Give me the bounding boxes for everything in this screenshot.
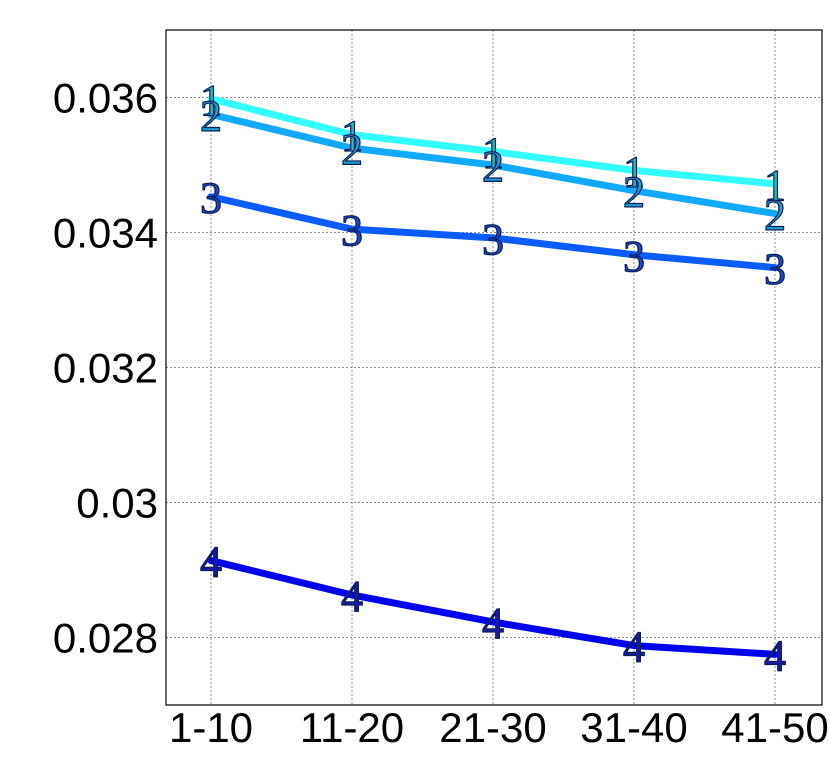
x-tick-label: 41-50 (721, 704, 828, 751)
series-1-point-marker: 1 (764, 161, 786, 210)
x-tick-label: 1-10 (169, 704, 253, 751)
series-4-point-marker: 4 (764, 631, 786, 680)
series-3-point-marker: 3 (482, 215, 504, 264)
series-2-point-marker: 2 (764, 191, 786, 240)
y-tick-label: 0.032 (53, 345, 158, 392)
series-3-point-marker: 3 (341, 206, 363, 255)
y-tick-label: 0.034 (53, 210, 158, 257)
series-2-line (207, 110, 779, 218)
grid (166, 30, 822, 705)
x-axis-tick-labels: 1-10 11-20 21-30 31-40 41-50 (169, 704, 829, 751)
y-axis-tick-labels: 0.028 0.03 0.032 0.034 0.036 (53, 75, 158, 662)
series-4-line (207, 557, 779, 658)
y-tick-label: 0.03 (76, 480, 158, 527)
series-4-point-marker: 4 (341, 572, 363, 621)
series-1-point-marker: 1 (341, 112, 363, 161)
plot-area-frame (165, 29, 823, 706)
series-1-point-marker: 1 (482, 129, 504, 178)
series-2-point-marker: 2 (482, 142, 504, 191)
series-3-point-marker: 3 (623, 232, 645, 281)
series-2-point-marker: 2 (341, 125, 363, 174)
series-3-point-marker: 3 (764, 245, 786, 294)
series-4-point-marker: 4 (200, 538, 222, 587)
series-2-point-marker: 2 (623, 168, 645, 217)
series-4-point-marker: 4 (623, 623, 645, 672)
series-2-point-marker: 2 (200, 91, 222, 140)
series-1-point-marker: 1 (623, 147, 645, 196)
y-tick-label: 0.028 (53, 615, 158, 662)
x-tick-label: 21-30 (439, 704, 546, 751)
series-3-point-marker: 3 (200, 174, 222, 223)
series-3-line (207, 193, 779, 272)
series-4-point-marker: 4 (482, 599, 504, 648)
series-1-point-marker: 1 (200, 76, 222, 125)
y-tick-label: 0.036 (53, 75, 158, 122)
series-1-line (207, 95, 779, 188)
x-tick-label: 31-40 (580, 704, 687, 751)
x-tick-label: 11-20 (300, 704, 404, 751)
